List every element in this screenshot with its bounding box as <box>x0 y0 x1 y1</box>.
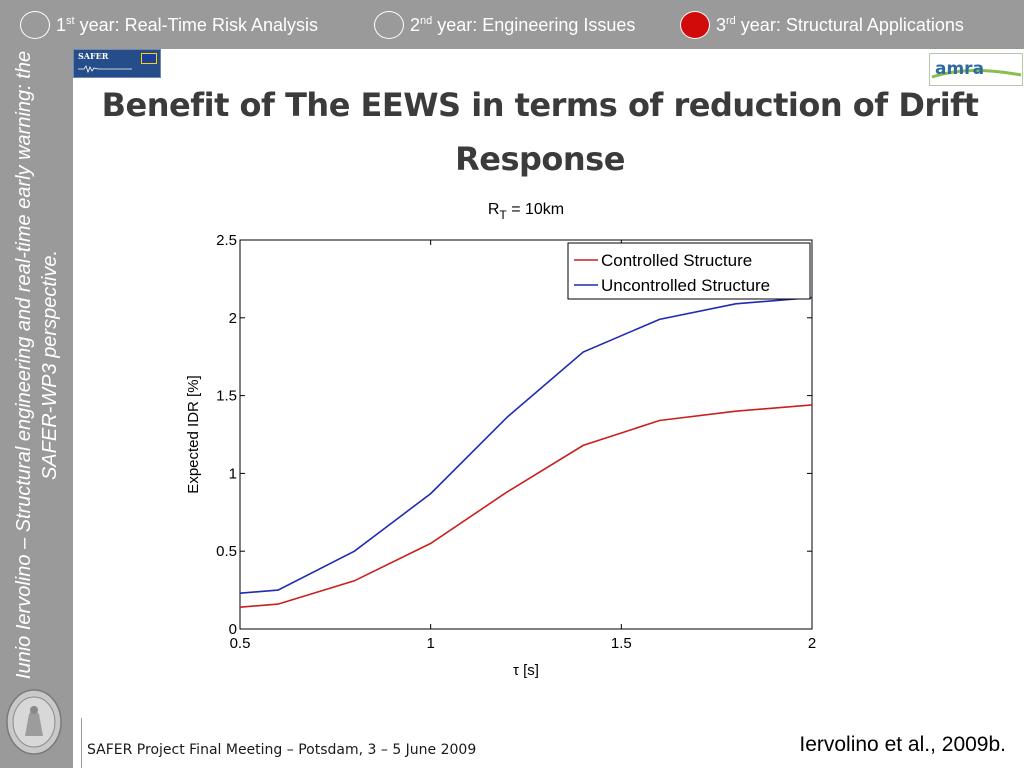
nav-item-year-1[interactable]: 1st year: Real-Time Risk Analysis <box>20 8 318 42</box>
top-navigation-bar: 1st year: Real-Time Risk Analysis 2nd ye… <box>0 0 1024 49</box>
nav-item-year-3[interactable]: 3rd year: Structural Applications <box>680 8 964 42</box>
citation-text: Iervolino et al., 2009b. <box>799 733 1006 756</box>
series-line-controlled <box>239 404 813 608</box>
legend-entry: Uncontrolled Structure <box>601 276 770 295</box>
series-line-uncontrolled <box>239 296 813 594</box>
sidebar-author-text: Iunio Iervolino – Structural engineering… <box>13 50 61 680</box>
nav-item-label: 2nd year: Engineering Issues <box>410 14 636 35</box>
legend-entry: Controlled Structure <box>601 251 752 270</box>
plot-area <box>239 239 813 630</box>
svg-text:amra: amra <box>935 59 984 79</box>
x-axis-label: τ [s] <box>513 662 539 679</box>
legend-box <box>567 242 811 300</box>
nav-indicator-circle-active <box>680 11 710 39</box>
x-tick-label: 0.5 <box>230 635 251 652</box>
y-tick-label: 2.5 <box>216 232 237 249</box>
y-axis-label: Expected IDR [%] <box>185 375 202 493</box>
footer-divider <box>81 718 82 768</box>
footer-text: SAFER Project Final Meeting – Potsdam, 3… <box>87 742 477 758</box>
seismic-wave-icon <box>78 65 132 73</box>
y-tick-label: 2 <box>229 310 237 327</box>
nav-indicator-circle <box>20 11 50 39</box>
chart-title: RT = 10km <box>488 201 564 222</box>
university-seal-icon <box>6 689 62 755</box>
slide-title: Benefit of The EEWS in terms of reductio… <box>101 86 979 178</box>
y-tick-label: 1 <box>229 465 237 482</box>
nav-item-label: 1st year: Real-Time Risk Analysis <box>56 14 318 35</box>
x-tick-label: 1 <box>426 635 434 652</box>
nav-item-label: 3rd year: Structural Applications <box>716 14 964 35</box>
y-tick-label: 0 <box>229 621 237 638</box>
left-sidebar <box>0 49 73 768</box>
y-tick-label: 0.5 <box>216 543 237 560</box>
y-tick-label: 1.5 <box>216 388 237 405</box>
amra-logo: amra <box>929 53 1023 86</box>
nav-indicator-circle <box>374 11 404 39</box>
eu-flag-icon <box>141 53 157 64</box>
nav-item-year-2[interactable]: 2nd year: Engineering Issues <box>374 8 635 42</box>
safer-logo: SAFER <box>73 49 161 78</box>
x-tick-label: 1.5 <box>611 635 632 652</box>
x-tick-label: 2 <box>808 635 816 652</box>
